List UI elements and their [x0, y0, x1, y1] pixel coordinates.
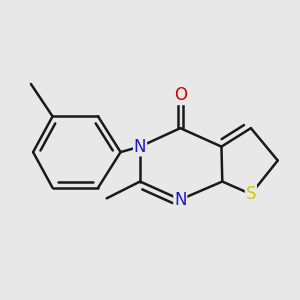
Text: N: N	[174, 190, 187, 208]
Text: N: N	[134, 138, 146, 156]
Text: O: O	[174, 86, 187, 104]
Text: S: S	[246, 185, 256, 203]
